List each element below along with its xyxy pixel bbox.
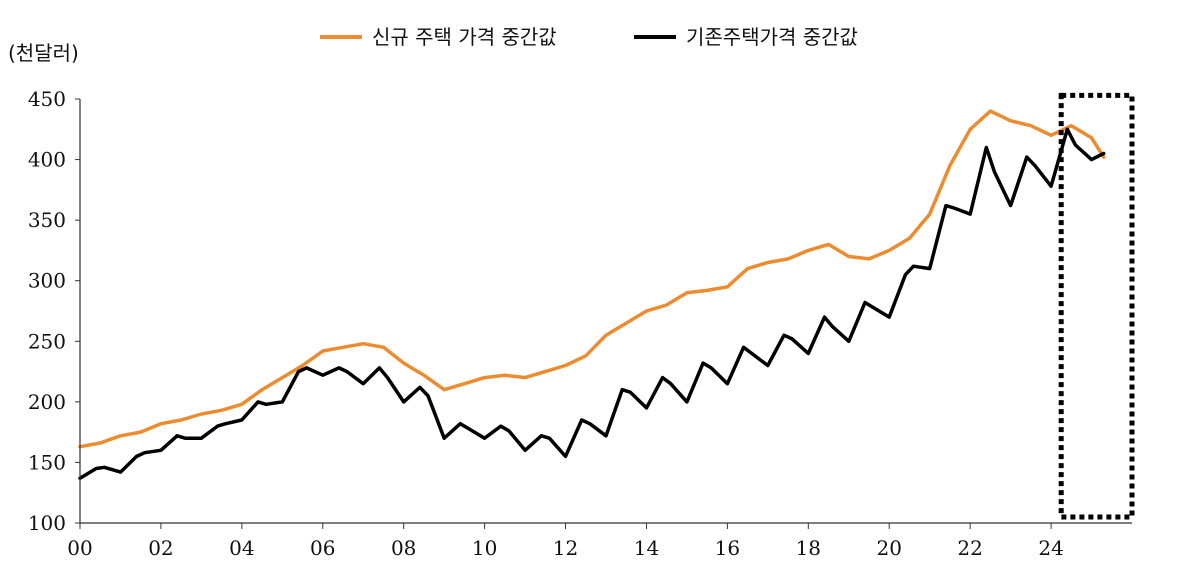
x-tick-label: 22 bbox=[957, 536, 982, 560]
x-tick-label: 18 bbox=[796, 536, 821, 560]
legend-label: 기존주택가격 중간값 bbox=[686, 25, 858, 49]
x-tick-label: 14 bbox=[634, 536, 659, 560]
y-tick-label: 300 bbox=[28, 269, 66, 293]
x-tick-label: 08 bbox=[391, 536, 416, 560]
legend-label: 신규 주택 가격 중간값 bbox=[372, 25, 557, 49]
legend: 신규 주택 가격 중간값 기존주택가격 중간값 bbox=[320, 25, 858, 49]
highlight-box-layer bbox=[1058, 92, 1135, 520]
y-tick-label: 450 bbox=[28, 87, 66, 111]
y-axis-unit-label: (천달러) bbox=[8, 41, 79, 65]
y-tick-label: 250 bbox=[28, 329, 66, 353]
x-tick-label: 12 bbox=[553, 536, 578, 560]
axes-layer: 100 150 200 250 300 350 400 450 00 02 04 06 08 10 12 14… bbox=[28, 87, 1132, 560]
x-tick-label: 00 bbox=[67, 536, 92, 560]
y-tick-label: 200 bbox=[28, 390, 66, 414]
series-line-existing-home-price bbox=[78, 127, 1106, 480]
series-line-new-home-price bbox=[78, 109, 1106, 449]
series-layer bbox=[78, 109, 1106, 480]
x-tick-label: 06 bbox=[310, 536, 335, 560]
x-tick-label: 20 bbox=[877, 536, 902, 560]
x-tick-label: 10 bbox=[472, 536, 497, 560]
x-tick-label: 24 bbox=[1038, 536, 1063, 560]
highlight-dotted-box bbox=[1058, 92, 1135, 520]
y-tick-label: 400 bbox=[28, 148, 66, 172]
x-tick-label: 16 bbox=[715, 536, 740, 560]
y-tick-label: 350 bbox=[28, 208, 66, 232]
y-tick-label: 100 bbox=[28, 511, 66, 535]
x-tick-label: 02 bbox=[148, 536, 173, 560]
y-tick-label: 150 bbox=[28, 450, 66, 474]
x-tick-label: 04 bbox=[229, 536, 254, 560]
